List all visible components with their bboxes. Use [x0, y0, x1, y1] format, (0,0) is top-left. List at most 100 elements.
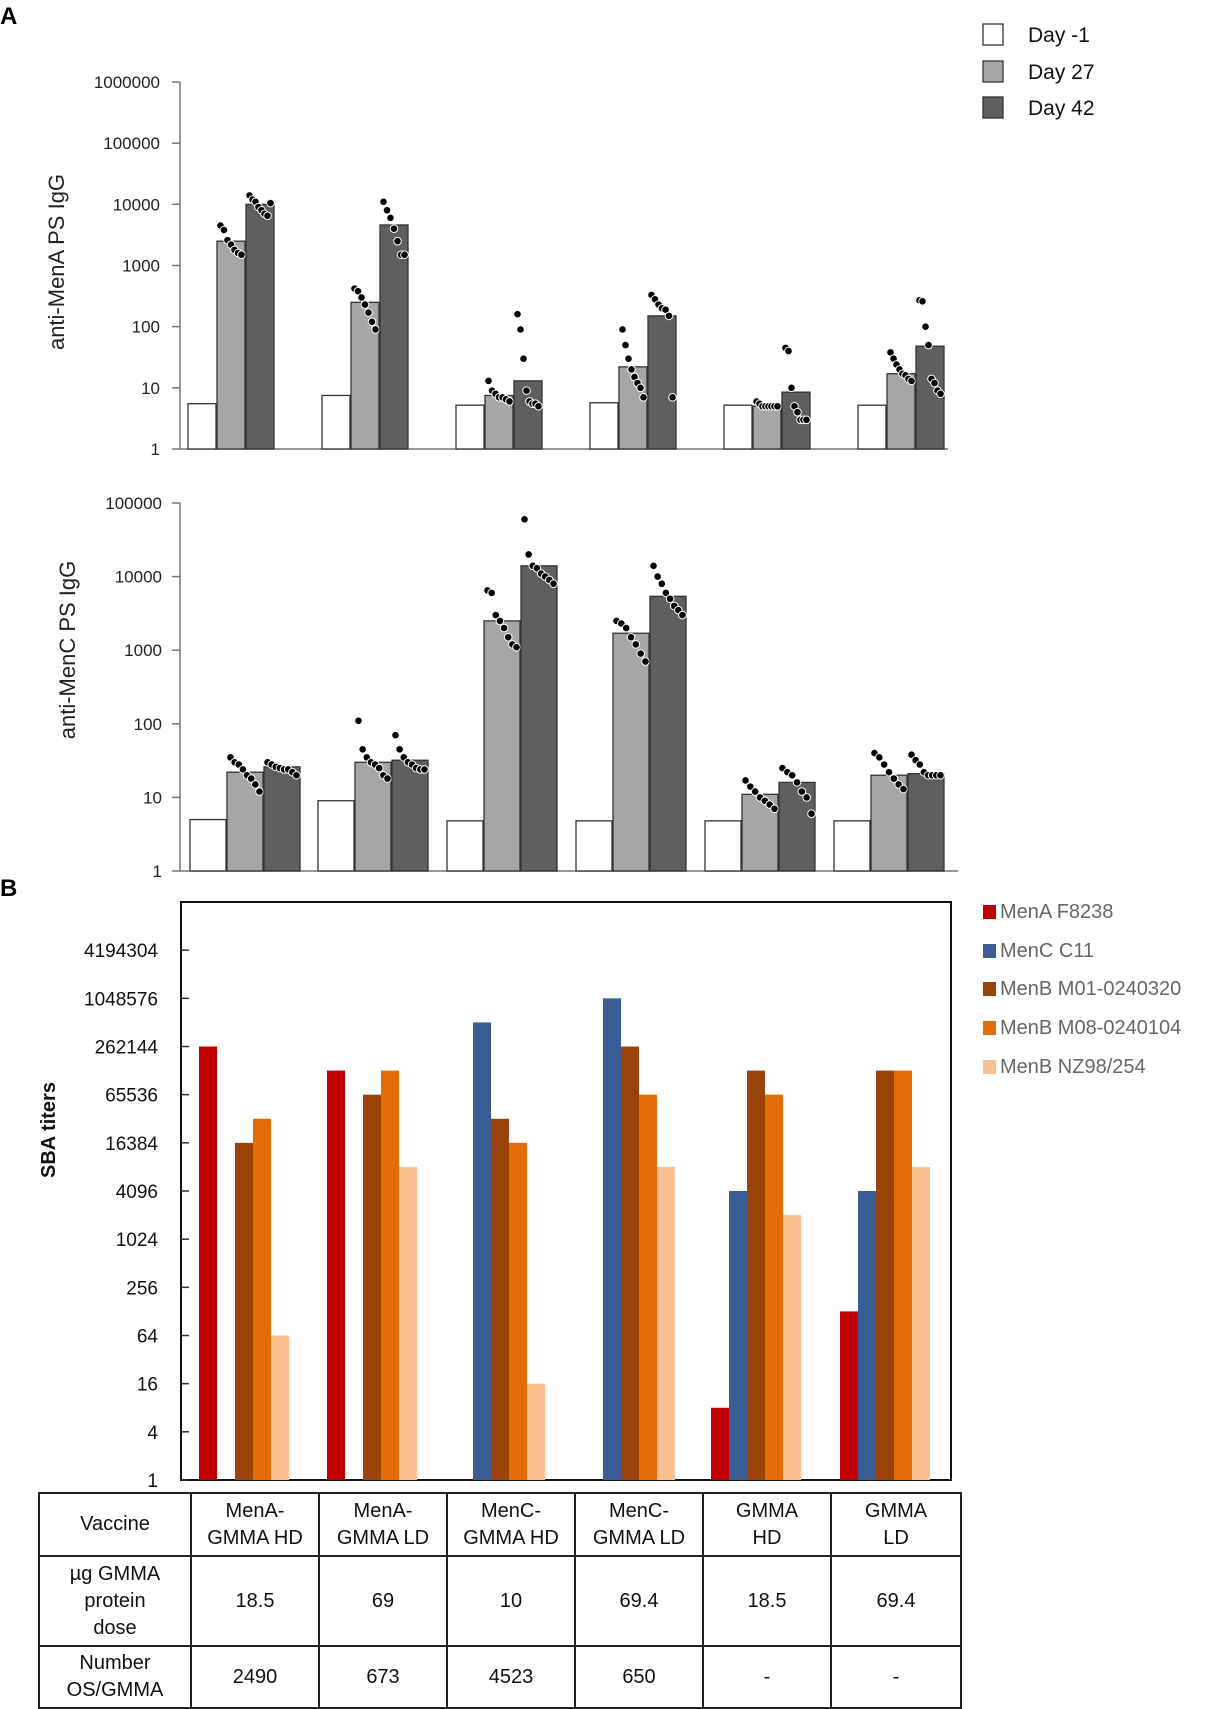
table-col-1: MenA- GMMA LD — [318, 1492, 448, 1557]
data-point — [379, 197, 388, 207]
bar-daym1 — [833, 820, 871, 872]
legend-label: MenB M01-0240320 — [1000, 978, 1181, 1000]
data-point — [520, 515, 529, 524]
col-label-line2: HD — [752, 1526, 782, 1549]
table-header-os: Number OS/GMMA — [38, 1645, 192, 1709]
y-tick-label: 100 — [134, 715, 162, 734]
y-axis-label: anti-MenC PS IgG — [55, 561, 80, 740]
bar-day27 — [216, 240, 246, 450]
data-point — [918, 296, 927, 306]
bar-daym1 — [589, 402, 619, 450]
col-label-line1: GMMA — [735, 1499, 799, 1522]
os-cell: 673 — [318, 1645, 448, 1709]
data-point — [884, 767, 894, 777]
col-label-line2: GMMA LD — [336, 1526, 430, 1549]
data-point — [382, 205, 392, 215]
table-col-5: GMMA LD — [830, 1492, 962, 1557]
data-point — [549, 579, 558, 589]
data-point — [787, 383, 796, 393]
data-point — [802, 415, 811, 425]
legend-swatch-0 — [982, 23, 1004, 46]
data-point — [915, 760, 925, 769]
data-point — [367, 317, 377, 327]
dose-cell: 69 — [318, 1555, 448, 1647]
data-point — [907, 376, 916, 386]
bar-daym1 — [321, 394, 351, 450]
bar-menb-nz98-254 — [527, 1383, 545, 1480]
bar-menc-c11 — [858, 1191, 876, 1480]
bar-menb-m01-0240320 — [235, 1142, 253, 1480]
os-label-line2: OS/GMMA — [66, 1679, 164, 1701]
legend-label: MenA F8238 — [1000, 901, 1113, 923]
data-point — [383, 774, 392, 783]
data-point — [921, 322, 930, 331]
data-point — [930, 378, 939, 388]
data-point — [678, 610, 687, 620]
bar-day42 — [520, 565, 558, 872]
dose-label-line2: protein — [84, 1589, 146, 1612]
y-tick-label: 4 — [147, 1423, 158, 1444]
data-point — [503, 632, 513, 642]
y-tick-label: 65536 — [105, 1086, 158, 1107]
bar-day42 — [907, 773, 945, 872]
data-point — [627, 365, 636, 374]
data-point — [797, 787, 807, 796]
col-label-line2: GMMA HD — [463, 1526, 559, 1549]
data-point — [653, 572, 662, 581]
data-point — [266, 198, 275, 208]
bar-day42 — [391, 759, 429, 872]
bar-mena-f8238 — [327, 1070, 345, 1480]
data-point — [802, 793, 811, 802]
bar-daym1 — [446, 820, 484, 872]
bar-menb-m08-0240104 — [253, 1118, 271, 1480]
legend-label: MenB NZ98/254 — [1000, 1056, 1146, 1078]
bar-menb-m08-0240104 — [381, 1070, 399, 1480]
col-label-line1: MenA- — [353, 1499, 413, 1522]
dose-cell: 18.5 — [702, 1555, 832, 1647]
data-point — [636, 649, 645, 658]
dose-cell: 69.4 — [574, 1555, 704, 1647]
data-point — [639, 393, 648, 402]
data-point — [516, 325, 525, 334]
vaccine-table: Vaccine MenA- GMMA HD MenA- GMMA LD MenC- G… — [38, 1492, 962, 1709]
dose-label-line1: µg GMMA — [69, 1562, 161, 1585]
data-point — [393, 236, 402, 246]
data-point — [420, 765, 429, 774]
y-tick-label: 16 — [137, 1375, 158, 1396]
bar-menb-m01-0240320 — [747, 1070, 765, 1480]
data-point — [513, 309, 522, 319]
legend-label: MenC C11 — [1000, 940, 1094, 962]
data-point — [255, 787, 264, 796]
data-point — [386, 213, 395, 223]
y-tick-label: 10000 — [113, 195, 160, 214]
y-tick-label: 10000 — [115, 568, 162, 587]
bar-menb-m08-0240104 — [894, 1070, 912, 1480]
data-point — [618, 325, 627, 334]
data-point — [499, 623, 509, 633]
panel-label-b: B — [0, 875, 17, 902]
data-point — [524, 550, 533, 559]
table-row-os: Number OS/GMMA 2490 673 4523 650 - - — [38, 1645, 962, 1709]
y-tick-label: 64 — [137, 1327, 159, 1348]
bar-day42 — [263, 766, 301, 872]
data-point — [522, 386, 531, 395]
data-point — [491, 610, 501, 620]
data-point — [924, 340, 933, 350]
y-tick-label: 100 — [132, 318, 160, 337]
bar-day42 — [649, 595, 687, 872]
data-point — [484, 376, 493, 386]
legend-label: Day 42 — [1028, 97, 1095, 120]
bar-mena-f8238 — [711, 1407, 729, 1480]
data-point — [237, 250, 246, 260]
data-point — [534, 401, 543, 411]
os-cell: 4523 — [446, 1645, 576, 1709]
bar-mena-f8238 — [840, 1311, 858, 1480]
table-col-3: MenC- GMMA LD — [574, 1492, 704, 1557]
data-point — [391, 730, 400, 740]
data-point — [512, 642, 521, 652]
y-tick-label: 4194304 — [84, 941, 158, 962]
data-point — [364, 308, 373, 317]
y-axis-label: anti-MenA PS IgG — [44, 174, 69, 350]
os-cell: - — [830, 1645, 962, 1709]
